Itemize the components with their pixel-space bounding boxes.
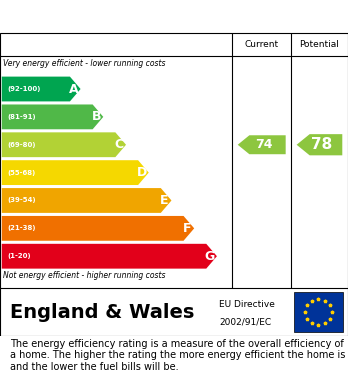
Text: B: B [92,110,101,124]
Text: 2002/91/EC: 2002/91/EC [219,317,271,326]
Bar [294,292,343,332]
Text: D: D [137,166,147,179]
Text: Not energy efficient - higher running costs: Not energy efficient - higher running co… [3,271,166,280]
Text: (21-38): (21-38) [7,225,35,231]
Polygon shape [296,134,342,155]
Polygon shape [2,104,103,129]
Text: 78: 78 [311,137,332,152]
Text: The energy efficiency rating is a measure of the overall efficiency of a home. T: The energy efficiency rating is a measur… [10,339,346,372]
Text: C: C [114,138,124,151]
Text: G: G [205,250,215,263]
Text: 74: 74 [255,138,273,151]
Text: Very energy efficient - lower running costs: Very energy efficient - lower running co… [3,59,166,68]
Text: (81-91): (81-91) [7,114,35,120]
Text: Current: Current [245,40,279,49]
Polygon shape [2,160,149,185]
Text: (39-54): (39-54) [7,197,35,203]
Text: (1-20): (1-20) [7,253,31,259]
Text: Potential: Potential [300,40,339,49]
Polygon shape [2,77,80,101]
Text: (69-80): (69-80) [7,142,35,148]
Text: Energy Efficiency Rating: Energy Efficiency Rating [10,9,220,24]
Polygon shape [2,132,126,157]
Polygon shape [2,216,194,241]
Text: (55-68): (55-68) [7,170,35,176]
Text: E: E [160,194,169,207]
Text: EU Directive: EU Directive [219,300,275,309]
Polygon shape [2,244,217,269]
Polygon shape [238,135,286,154]
Text: A: A [69,83,78,95]
Text: (92-100): (92-100) [7,86,40,92]
Text: F: F [183,222,191,235]
Text: England & Wales: England & Wales [10,303,195,321]
Polygon shape [2,188,172,213]
